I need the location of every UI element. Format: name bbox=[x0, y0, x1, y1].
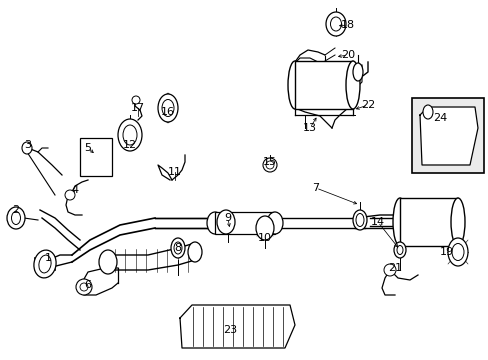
Text: 3: 3 bbox=[24, 140, 31, 150]
Ellipse shape bbox=[162, 99, 174, 117]
Circle shape bbox=[265, 161, 273, 169]
Ellipse shape bbox=[217, 210, 235, 234]
Bar bbox=[399, 198, 457, 246]
Text: 7: 7 bbox=[312, 183, 319, 193]
Ellipse shape bbox=[22, 142, 32, 154]
Bar bbox=[294, 61, 352, 109]
Ellipse shape bbox=[171, 238, 184, 258]
Text: 16: 16 bbox=[161, 107, 175, 117]
Bar bbox=[411, 98, 483, 173]
Text: 17: 17 bbox=[131, 103, 145, 113]
Ellipse shape bbox=[34, 250, 56, 278]
Ellipse shape bbox=[99, 250, 117, 274]
Circle shape bbox=[383, 264, 395, 276]
Ellipse shape bbox=[346, 61, 359, 109]
Circle shape bbox=[80, 283, 88, 291]
Ellipse shape bbox=[447, 238, 467, 266]
Text: 18: 18 bbox=[340, 20, 354, 30]
Ellipse shape bbox=[422, 105, 432, 119]
Ellipse shape bbox=[330, 17, 341, 31]
Text: 10: 10 bbox=[258, 233, 271, 243]
Text: 2: 2 bbox=[12, 205, 20, 215]
Text: 22: 22 bbox=[360, 100, 374, 110]
Circle shape bbox=[263, 158, 276, 172]
Text: 11: 11 bbox=[168, 167, 182, 177]
Bar bbox=[215, 212, 274, 234]
Circle shape bbox=[76, 279, 92, 295]
Ellipse shape bbox=[7, 207, 25, 229]
Ellipse shape bbox=[352, 210, 366, 230]
Ellipse shape bbox=[256, 216, 273, 240]
Ellipse shape bbox=[352, 63, 362, 81]
Text: 8: 8 bbox=[174, 243, 181, 253]
Polygon shape bbox=[419, 107, 477, 165]
Text: 15: 15 bbox=[263, 157, 276, 167]
Ellipse shape bbox=[206, 212, 223, 234]
Ellipse shape bbox=[187, 242, 202, 262]
Circle shape bbox=[65, 190, 75, 200]
Ellipse shape bbox=[392, 198, 406, 246]
Text: 6: 6 bbox=[84, 280, 91, 290]
Text: 13: 13 bbox=[303, 123, 316, 133]
Ellipse shape bbox=[325, 12, 346, 36]
Ellipse shape bbox=[39, 255, 51, 273]
Ellipse shape bbox=[396, 246, 402, 255]
Ellipse shape bbox=[451, 243, 463, 261]
Text: 12: 12 bbox=[122, 140, 137, 150]
Text: 23: 23 bbox=[223, 325, 237, 335]
Text: 4: 4 bbox=[71, 185, 79, 195]
Ellipse shape bbox=[393, 242, 405, 258]
Ellipse shape bbox=[12, 212, 20, 225]
Text: 1: 1 bbox=[44, 253, 51, 263]
Ellipse shape bbox=[355, 213, 363, 226]
Text: 14: 14 bbox=[370, 217, 384, 227]
Ellipse shape bbox=[158, 94, 178, 122]
Ellipse shape bbox=[174, 242, 182, 254]
Ellipse shape bbox=[287, 61, 302, 109]
Text: 21: 21 bbox=[387, 263, 401, 273]
Text: 9: 9 bbox=[224, 213, 231, 223]
Text: 5: 5 bbox=[84, 143, 91, 153]
Circle shape bbox=[132, 96, 140, 104]
Text: 20: 20 bbox=[340, 50, 354, 60]
Ellipse shape bbox=[118, 119, 142, 151]
Ellipse shape bbox=[450, 198, 464, 246]
Ellipse shape bbox=[266, 212, 283, 234]
Bar bbox=[80, 138, 112, 176]
Text: 24: 24 bbox=[432, 113, 446, 123]
Text: 19: 19 bbox=[439, 247, 453, 257]
Polygon shape bbox=[180, 305, 294, 348]
Ellipse shape bbox=[123, 125, 137, 145]
